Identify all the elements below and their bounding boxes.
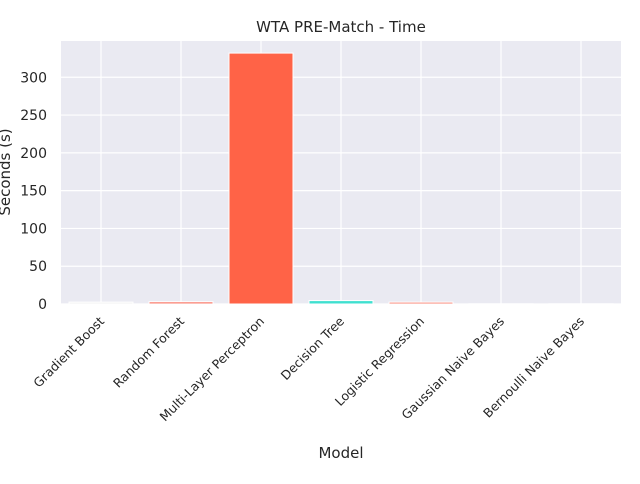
y-tick-label: 200 <box>20 146 47 162</box>
y-axis-label: Seconds (s) <box>0 128 14 215</box>
x-axis-label: Model <box>318 444 363 462</box>
y-tick-label: 300 <box>20 70 47 86</box>
x-tick-label: Random Forest <box>110 313 187 390</box>
y-tick-label: 50 <box>29 259 47 275</box>
bar <box>148 301 214 305</box>
chart-title: WTA PRE-Match - Time <box>256 18 426 36</box>
y-tick-label: 100 <box>20 221 47 237</box>
y-tick-labels: 0 50 100 150 200 250 300 <box>20 70 47 313</box>
y-tick-label: 150 <box>20 184 47 200</box>
bar <box>308 300 374 305</box>
bar <box>228 52 294 305</box>
bar <box>548 303 614 305</box>
bar <box>68 301 134 305</box>
bar <box>468 303 534 305</box>
bars <box>68 52 614 305</box>
y-tick-label: 0 <box>38 297 47 313</box>
x-tick-label: Gradient Boost <box>30 313 107 390</box>
y-tick-label: 250 <box>20 108 47 124</box>
x-tick-label: Logistic Regression <box>332 314 427 409</box>
bar <box>388 301 454 305</box>
x-tick-label: Decision Tree <box>278 313 348 383</box>
